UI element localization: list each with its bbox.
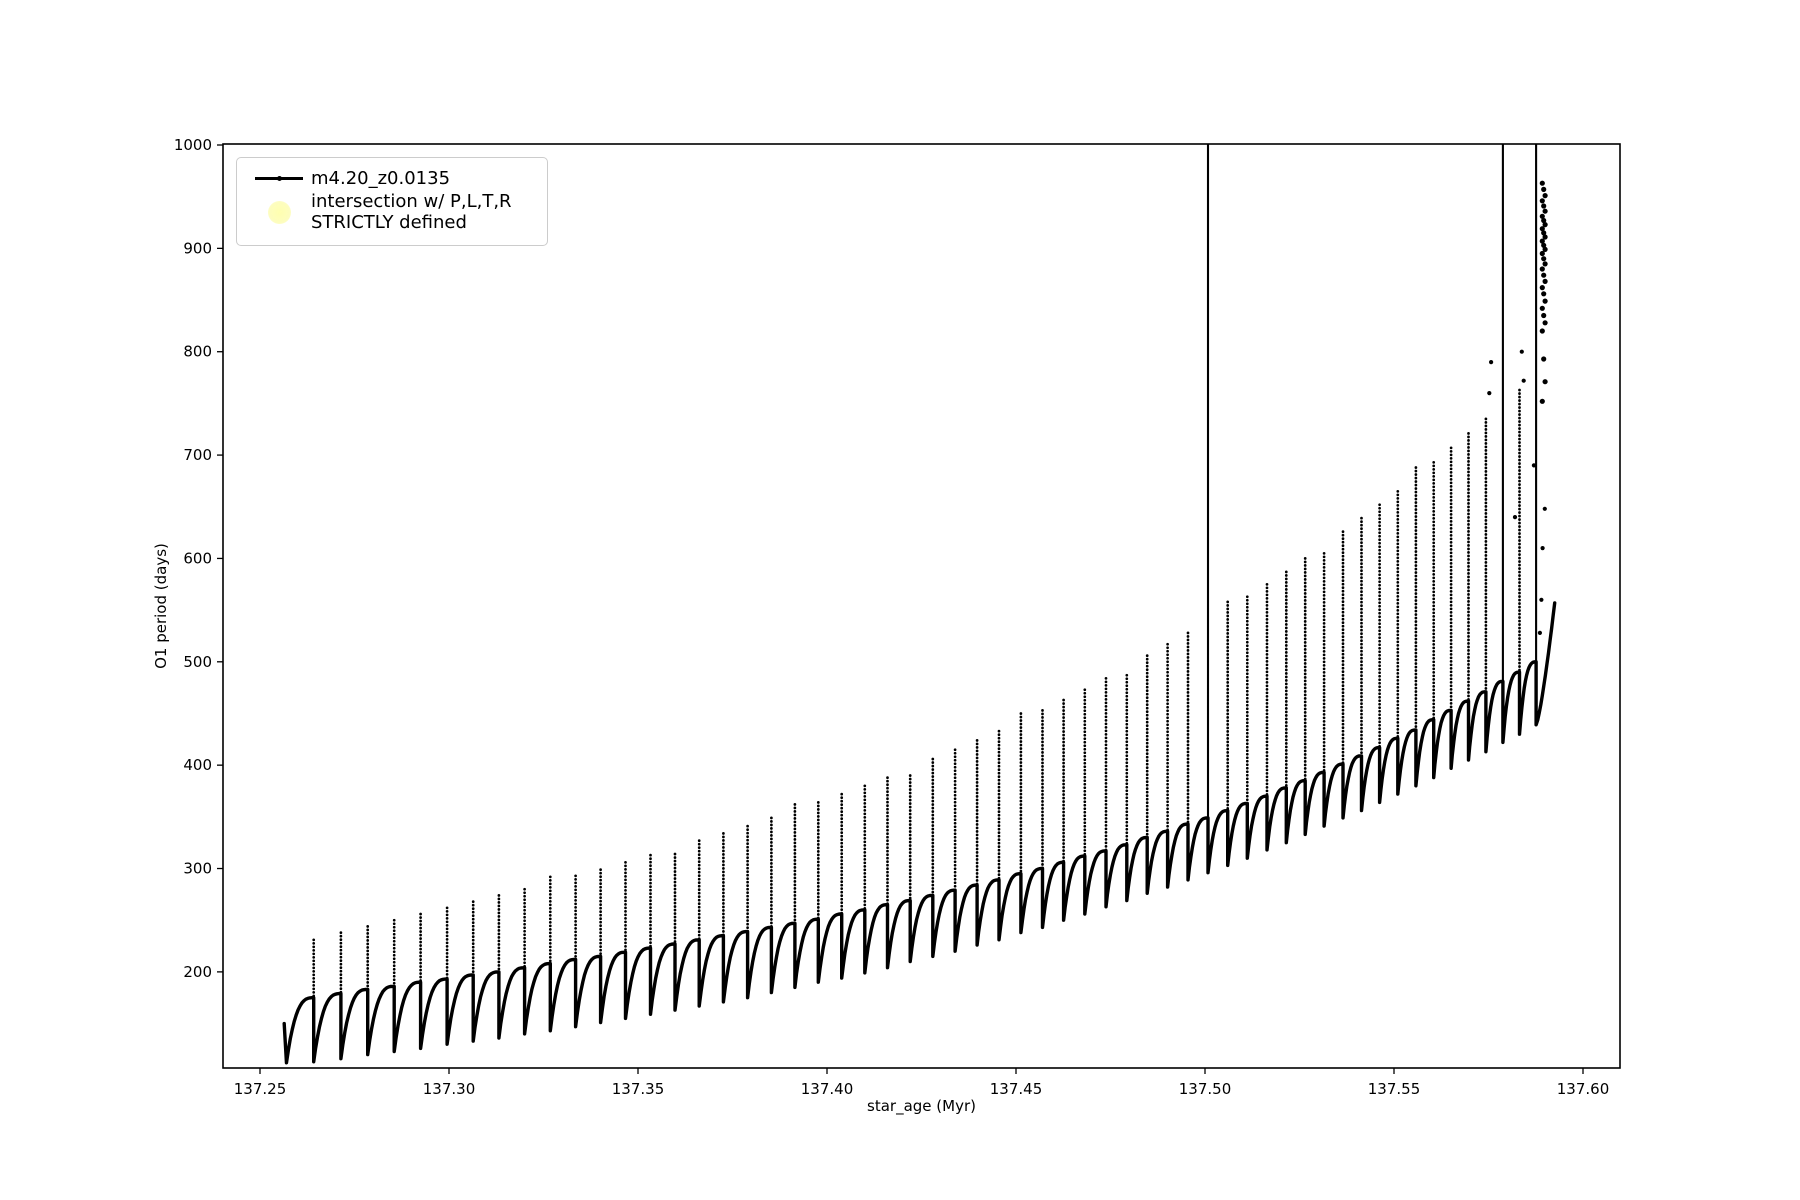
legend-entry-intersection: intersection w/ P,L,T,R STRICTLY defined — [247, 191, 537, 233]
x-tick-label: 137.55 — [1368, 1080, 1421, 1098]
y-tick-label: 700 — [183, 446, 212, 464]
y-tick-label: 500 — [183, 653, 212, 671]
cluster-point — [1542, 298, 1548, 304]
cluster-point — [1539, 305, 1545, 311]
y-tick-label: 1000 — [174, 136, 212, 154]
y-tick-label: 300 — [183, 860, 212, 878]
cluster-point — [1542, 246, 1548, 252]
cluster-point — [1541, 291, 1547, 297]
legend-entry-series: m4.20_z0.0135 — [247, 168, 537, 189]
x-tick-label: 137.50 — [1179, 1080, 1232, 1098]
x-tick-label: 137.60 — [1557, 1080, 1610, 1098]
x-axis-label: star_age (Myr) — [867, 1097, 976, 1116]
cluster-point — [1539, 250, 1545, 257]
legend-label-series: m4.20_z0.0135 — [311, 168, 451, 189]
scatter-point — [1519, 349, 1524, 354]
y-tick-label: 200 — [183, 963, 212, 981]
cluster-point — [1539, 213, 1545, 219]
y-tick-label: 800 — [183, 343, 212, 361]
cluster-point — [1541, 186, 1547, 192]
x-tick-label: 137.25 — [234, 1080, 287, 1098]
x-tick-label: 137.30 — [423, 1080, 476, 1098]
cluster-point — [1542, 278, 1548, 284]
cluster-point — [1539, 198, 1545, 204]
scatter-marker-icon — [247, 200, 311, 224]
cluster-point — [1541, 356, 1547, 362]
cluster-point — [1541, 312, 1547, 319]
scatter-point — [1542, 506, 1547, 511]
x-tick-label: 137.40 — [801, 1080, 854, 1098]
y-axis: 200 300 400 500 600 700 800 900 1000 O1 period (d… — [152, 136, 223, 981]
scatter-point — [1521, 378, 1526, 383]
cluster-point — [1541, 203, 1547, 209]
cluster-point — [1542, 379, 1548, 385]
cluster-point — [1542, 222, 1548, 228]
series-m420-z00135 — [282, 144, 1557, 1065]
scatter-point — [1539, 597, 1544, 602]
scatter-point — [1487, 391, 1492, 396]
cluster-point — [1539, 226, 1545, 232]
legend-label-intersection: intersection w/ P,L,T,R STRICTLY defined — [311, 191, 512, 233]
x-tick-label: 137.45 — [990, 1080, 1043, 1098]
cluster-point — [1541, 242, 1547, 248]
cluster-point — [1542, 208, 1548, 214]
scatter-point — [1531, 463, 1536, 468]
y-tick-label: 600 — [183, 549, 212, 567]
scatter-point — [1512, 515, 1518, 520]
axes-frame — [222, 143, 1621, 1069]
y-axis-label: O1 period (days) — [152, 543, 170, 669]
cluster-point — [1541, 272, 1547, 278]
cluster-point — [1542, 320, 1548, 326]
scatter-point — [1540, 546, 1545, 551]
cluster-point — [1542, 193, 1548, 199]
scatter-point — [1537, 630, 1542, 636]
cluster-point — [1539, 238, 1545, 244]
cluster-point — [1541, 217, 1547, 224]
cluster-point — [1539, 180, 1545, 186]
baseline-sawtooth-curve — [282, 601, 1557, 1065]
cluster-point — [1539, 285, 1545, 291]
cluster-point — [1539, 266, 1545, 272]
legend: m4.20_z0.0135 intersection w/ P,L,T,R ST… — [236, 157, 548, 246]
cluster-point — [1539, 328, 1545, 334]
line-marker-icon — [247, 175, 311, 181]
cluster-point — [1542, 234, 1548, 240]
y-tick-label: 900 — [183, 239, 212, 257]
cluster-point — [1541, 230, 1547, 236]
cluster-point — [1542, 261, 1548, 267]
scatter-point — [1489, 360, 1494, 365]
y-tick-label: 400 — [183, 756, 212, 774]
cluster-point — [1539, 398, 1545, 404]
x-tick-label: 137.35 — [612, 1080, 665, 1098]
x-axis: 137.25 137.30 137.35 137.40 137.45 137.50 137.… — [234, 1068, 1610, 1116]
cluster-point — [1541, 256, 1547, 262]
